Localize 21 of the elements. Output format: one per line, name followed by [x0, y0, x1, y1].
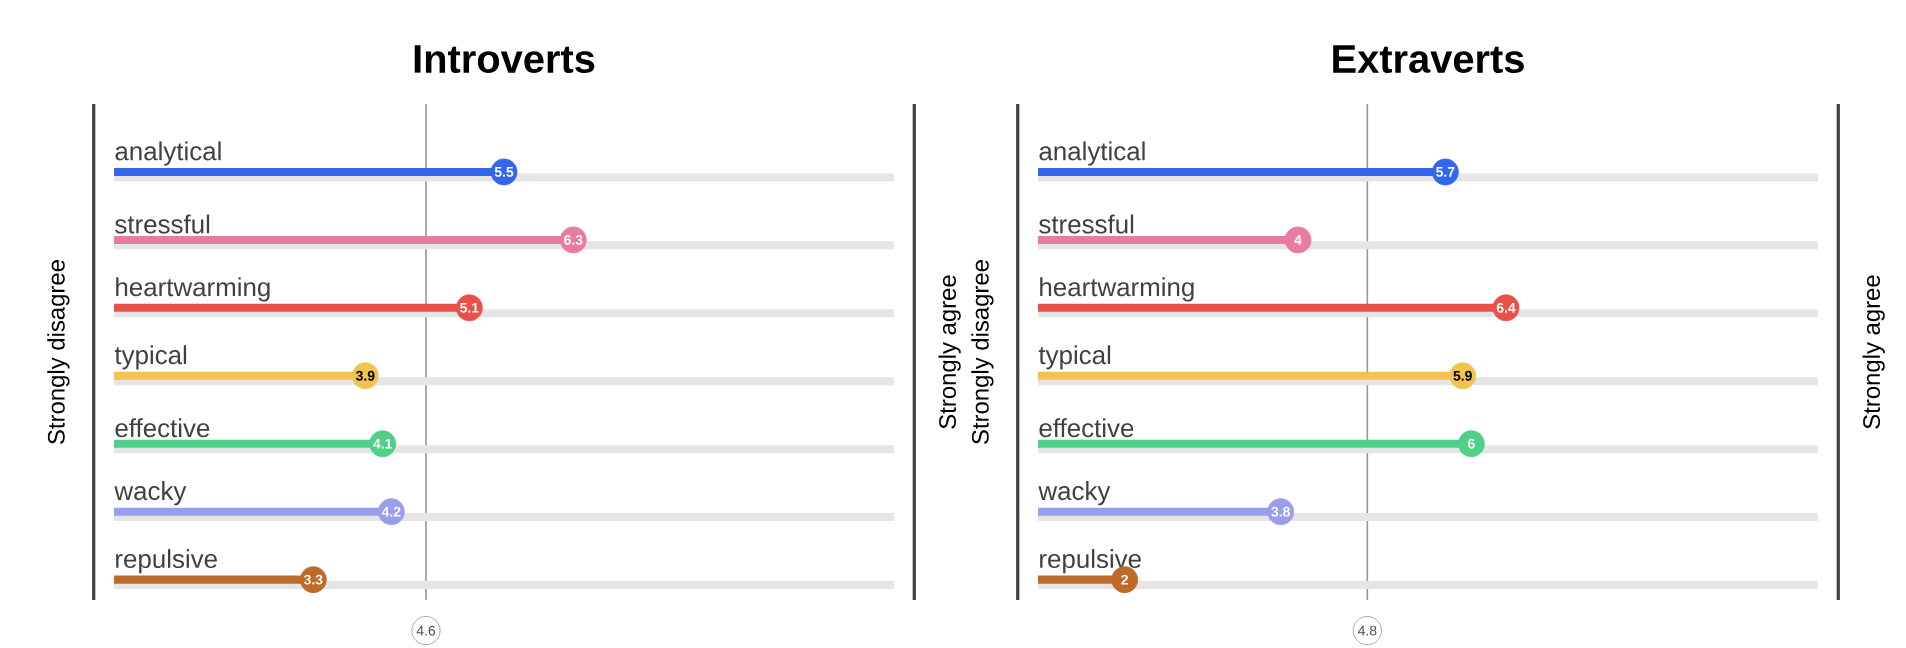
y-tick-label: heartwarming — [1040, 277, 1194, 302]
y-tick-label: typical — [114, 345, 187, 370]
chart-title: Extraverts — [1333, 45, 1524, 74]
y-tick-label: repulsive — [1040, 549, 1141, 574]
y-tick-label: analytical — [1039, 141, 1145, 166]
point — [1457, 430, 1485, 458]
y-tick-label: stressful — [115, 214, 210, 234]
y-axis-title: Strongly disagree — [971, 260, 994, 444]
y-tick-label: repulsive — [116, 549, 217, 574]
y-axis-title: Strongly disagree — [47, 260, 70, 444]
y-tick-label: effective — [1039, 418, 1134, 438]
y-tick-label: heartwarming — [116, 277, 270, 302]
y-tick-label: wacky — [1038, 481, 1111, 506]
y-tick-label: wacky — [114, 481, 187, 506]
y-tick-label: stressful — [1039, 214, 1134, 234]
y-tick-label: typical — [1038, 345, 1111, 370]
y2-axis-title: Strongly agree — [1862, 275, 1885, 429]
chart-title: Introverts — [414, 45, 595, 74]
y-tick-label: analytical — [115, 141, 221, 166]
y-tick-label: effective — [115, 418, 210, 438]
y2-axis-title: Strongly agree — [938, 275, 961, 429]
